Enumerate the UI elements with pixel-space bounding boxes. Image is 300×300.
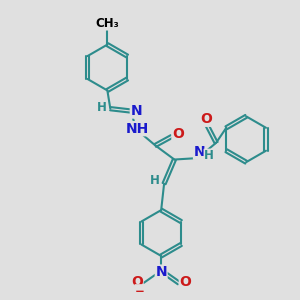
Text: N: N [155,265,167,279]
Text: O: O [179,275,191,289]
Text: O: O [131,275,143,289]
Text: N: N [130,104,142,118]
Text: H: H [204,149,214,162]
Text: H: H [150,174,160,187]
Text: CH₃: CH₃ [95,17,119,30]
Text: −: − [135,285,145,298]
Text: NH: NH [126,122,149,136]
Text: O: O [200,112,212,126]
Text: N: N [194,145,205,159]
Text: H: H [97,101,107,114]
Text: O: O [172,127,184,141]
